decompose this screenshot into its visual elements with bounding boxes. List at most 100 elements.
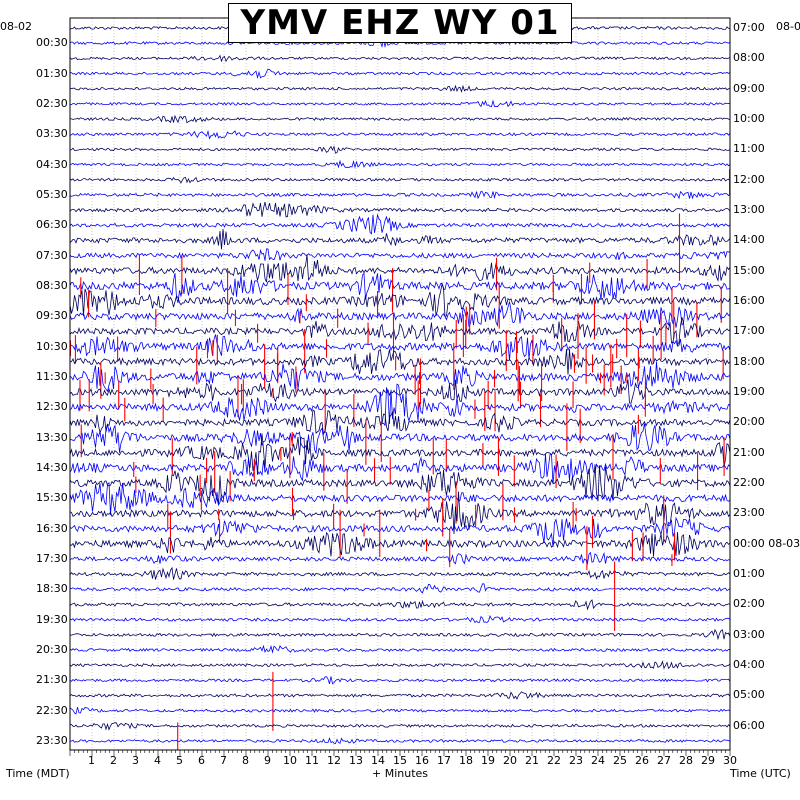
seismic-trace-37 [69,566,731,580]
left-start-date: 08-02 [0,20,32,33]
x-tick-label: 10 [283,754,297,767]
x-tick-label: 3 [132,754,139,767]
seismic-trace-40 [69,615,731,624]
seismic-trace-13 [69,201,731,218]
right-hour-label: 06:00 [733,718,765,732]
seismic-trace-38 [69,583,731,594]
x-tick-label: 1 [88,754,95,767]
x-tick-label: 23 [569,754,583,767]
seismic-trace-35 [69,531,731,557]
seismic-trace-12 [69,190,731,200]
left-hour-label: 08:30 [36,278,68,292]
seismic-trace-16 [69,248,731,261]
x-tick-label: 26 [635,754,649,767]
seismic-trace-17 [69,254,731,283]
x-tick-label: 16 [415,754,429,767]
seismic-trace-26 [69,383,731,427]
x-tick-label: 14 [371,754,385,767]
x-tick-label: 9 [264,754,271,767]
x-tick-label: 27 [657,754,671,767]
x-tick-label: 20 [503,754,517,767]
right-hour-label: 14:00 [733,233,765,247]
right-hour-label: 07:00 [733,21,765,34]
seismic-trace-45 [69,691,731,700]
seismic-trace-28 [69,423,731,454]
left-hour-label: 15:30 [36,491,68,505]
seismic-traces [69,21,731,750]
seismic-trace-8 [69,129,731,140]
seismic-trace-19 [69,282,731,318]
seismic-trace-3 [69,54,731,63]
seismic-trace-25 [69,379,731,404]
left-axis-label: Time (MDT) [6,767,70,780]
x-tick-label: 24 [591,754,605,767]
right-hour-label: 09:00 [733,81,765,95]
right-hour-label: 08:00 [733,51,765,65]
seismic-trace-43 [69,660,731,670]
x-tick-label: 15 [393,754,407,767]
seismic-trace-20 [69,301,731,328]
left-hour-label: 02:30 [36,96,68,110]
seismic-trace-6 [69,99,731,108]
left-hour-label: 16:30 [36,521,68,535]
left-hour-label: 12:30 [36,400,68,414]
left-hour-label: 04:30 [36,157,68,171]
left-hour-label: 21:30 [36,673,68,687]
seismic-trace-14 [69,213,731,235]
x-tick-label: 13 [349,754,363,767]
seismic-trace-11 [69,176,731,184]
x-tick-label: 6 [198,754,205,767]
right-hour-label: 22:00 [733,476,765,490]
right-hour-label: 00:00 08-03 [733,536,800,550]
x-tick-label: 7 [220,754,227,767]
left-hour-label: 23:30 [36,733,68,747]
x-tick-label: 29 [701,754,715,767]
x-tick-label: 21 [525,754,539,767]
x-tick-label: 18 [459,754,473,767]
right-hour-label: 16:00 [733,294,765,308]
seismic-trace-21 [69,317,731,347]
station-title: YMV EHZ WY 01 [228,3,572,43]
right-hour-label: 02:00 [733,597,765,611]
right-hour-label: 03:00 [733,627,765,641]
seismic-trace-9 [69,145,731,154]
seismic-trace-42 [69,644,731,654]
right-hour-label: 11:00 [733,142,765,156]
right-hour-label: 13:00 [733,203,765,217]
right-start-date: 08-02 [776,20,800,33]
seismic-trace-39 [69,599,731,611]
seismic-trace-48 [69,737,731,745]
seismic-trace-41 [69,628,731,641]
x-tick-label: 28 [679,754,693,767]
x-tick-label: 19 [481,754,495,767]
right-hour-label: 05:00 [733,688,765,702]
seismic-trace-31 [69,464,731,505]
left-hour-label: 19:30 [36,612,68,626]
right-hour-label: 04:00 [733,658,765,672]
left-hour-label: 13:30 [36,430,68,444]
seismic-trace-10 [69,159,731,169]
seismic-trace-7 [69,114,731,124]
x-tick-label: 25 [613,754,627,767]
seismic-trace-4 [69,68,731,80]
x-tick-label: 11 [305,754,319,767]
seismic-trace-18 [69,272,731,304]
left-hour-label: 06:30 [36,218,68,232]
seismic-trace-23 [69,348,731,375]
left-hour-label: 20:30 [36,642,68,656]
left-hour-label: 17:30 [36,551,68,565]
seismic-trace-27 [69,409,731,436]
seismic-trace-46 [69,707,731,715]
right-hour-label: 15:00 [733,263,765,277]
seismic-trace-22 [69,334,731,361]
seismic-trace-47 [69,722,731,731]
seismic-trace-24 [69,361,731,393]
left-hour-label: 11:30 [36,369,68,383]
right-hour-label: 01:00 [733,567,765,581]
seismic-trace-44 [69,676,731,685]
seismic-trace-32 [69,481,731,516]
right-hour-label: 17:00 [733,324,765,338]
x-tick-label: 5 [176,754,183,767]
right-hour-label: 12:00 [733,172,765,186]
